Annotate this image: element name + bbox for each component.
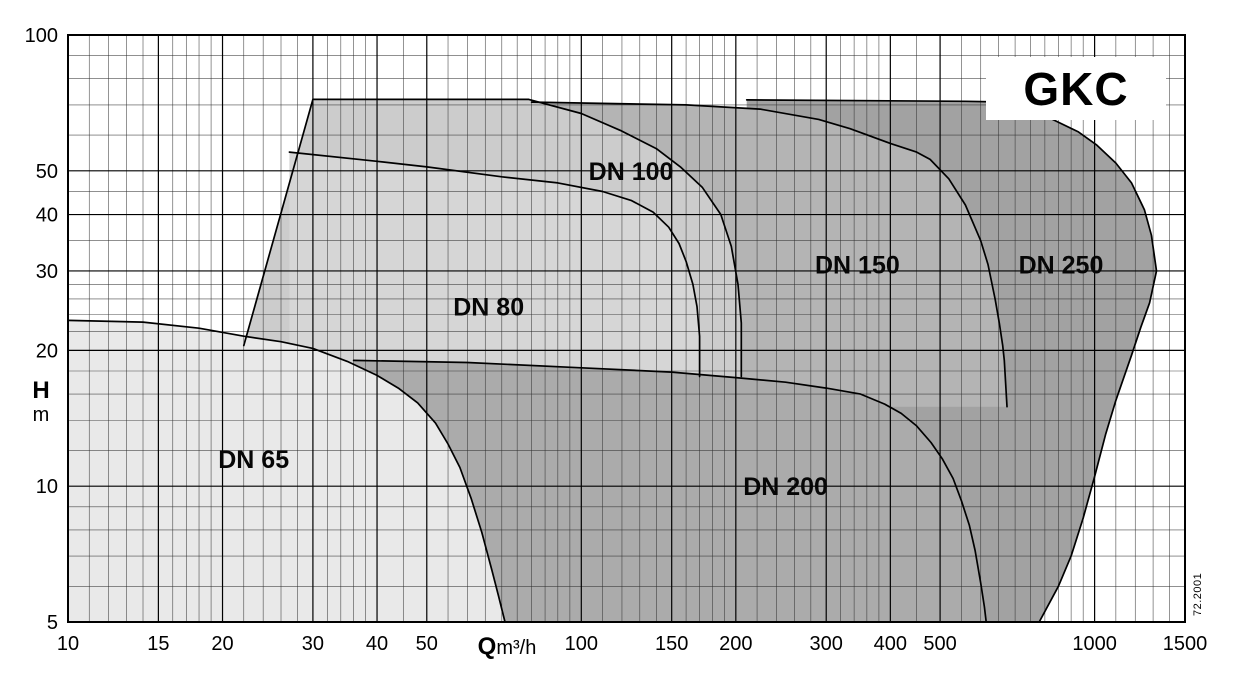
boundary-dn-100 [242,98,743,378]
label-dn-150: DN 150 [815,251,900,279]
plot-border [67,34,1186,623]
region-fills [68,99,1157,622]
region-boundaries [67,98,1158,623]
x-tick-label: 400 [874,633,907,655]
x-tick-label: 1000 [1072,633,1117,655]
x-tick-label: 20 [211,633,233,655]
y-tick-label: 5 [47,612,58,634]
y-tick-label: 50 [36,161,58,183]
chart-title: GKC [986,57,1166,120]
y-axis-title: H m [24,377,58,427]
x-tick-label: 15 [147,633,169,655]
grid-lines [67,34,1186,623]
x-tick-label: 10 [57,633,79,655]
boundary-dn-65 [67,319,506,623]
revision-watermark: 72.2001 [1192,572,1204,616]
x-tick-label: 1500 [1163,633,1208,655]
axis-tick-labels: 10 15 20 30 40 50 100 150 200 300 400 500 1000 150051… [25,25,1208,655]
y-tick-label: 30 [36,261,58,283]
x-tick-label: 150 [655,633,688,655]
x-tick-label: 500 [923,633,956,655]
x-tick-label: 200 [719,633,752,655]
x-tick-label: 100 [565,633,598,655]
label-dn-100: DN 100 [589,158,674,186]
y-axis-symbol: H [32,377,50,404]
x-axis-symbol: Q [477,633,497,660]
region-labels: DN 250 DN 150 DN 100 DN 80 DN 200 DN 65 [218,158,1103,501]
label-dn-250: DN 250 [1019,251,1104,279]
label-dn-65: DN 65 [218,446,289,474]
x-tick-label: 30 [302,633,324,655]
x-tick-label: 300 [810,633,843,655]
label-dn-80: DN 80 [453,294,524,322]
x-tick-label: 40 [366,633,388,655]
y-tick-label: 40 [36,205,58,227]
x-axis-unit: m³/h [496,637,537,659]
y-tick-label: 10 [36,476,58,498]
boundary-dn-150 [530,101,1008,408]
boundary-dn-80 [288,151,701,378]
region-dn-65 [68,320,505,622]
boundary-dn-200 [352,359,988,623]
y-axis-unit: m [32,404,50,427]
x-axis-title: Qm³/h [452,633,562,661]
region-dn-80 [289,152,700,383]
x-tick-label: 50 [416,633,438,655]
region-dn-200 [353,360,987,622]
y-tick-label: 100 [25,25,58,47]
boundary-dn-250 [745,99,1158,623]
y-tick-label: 20 [36,340,58,362]
label-dn-200: DN 200 [743,473,828,501]
